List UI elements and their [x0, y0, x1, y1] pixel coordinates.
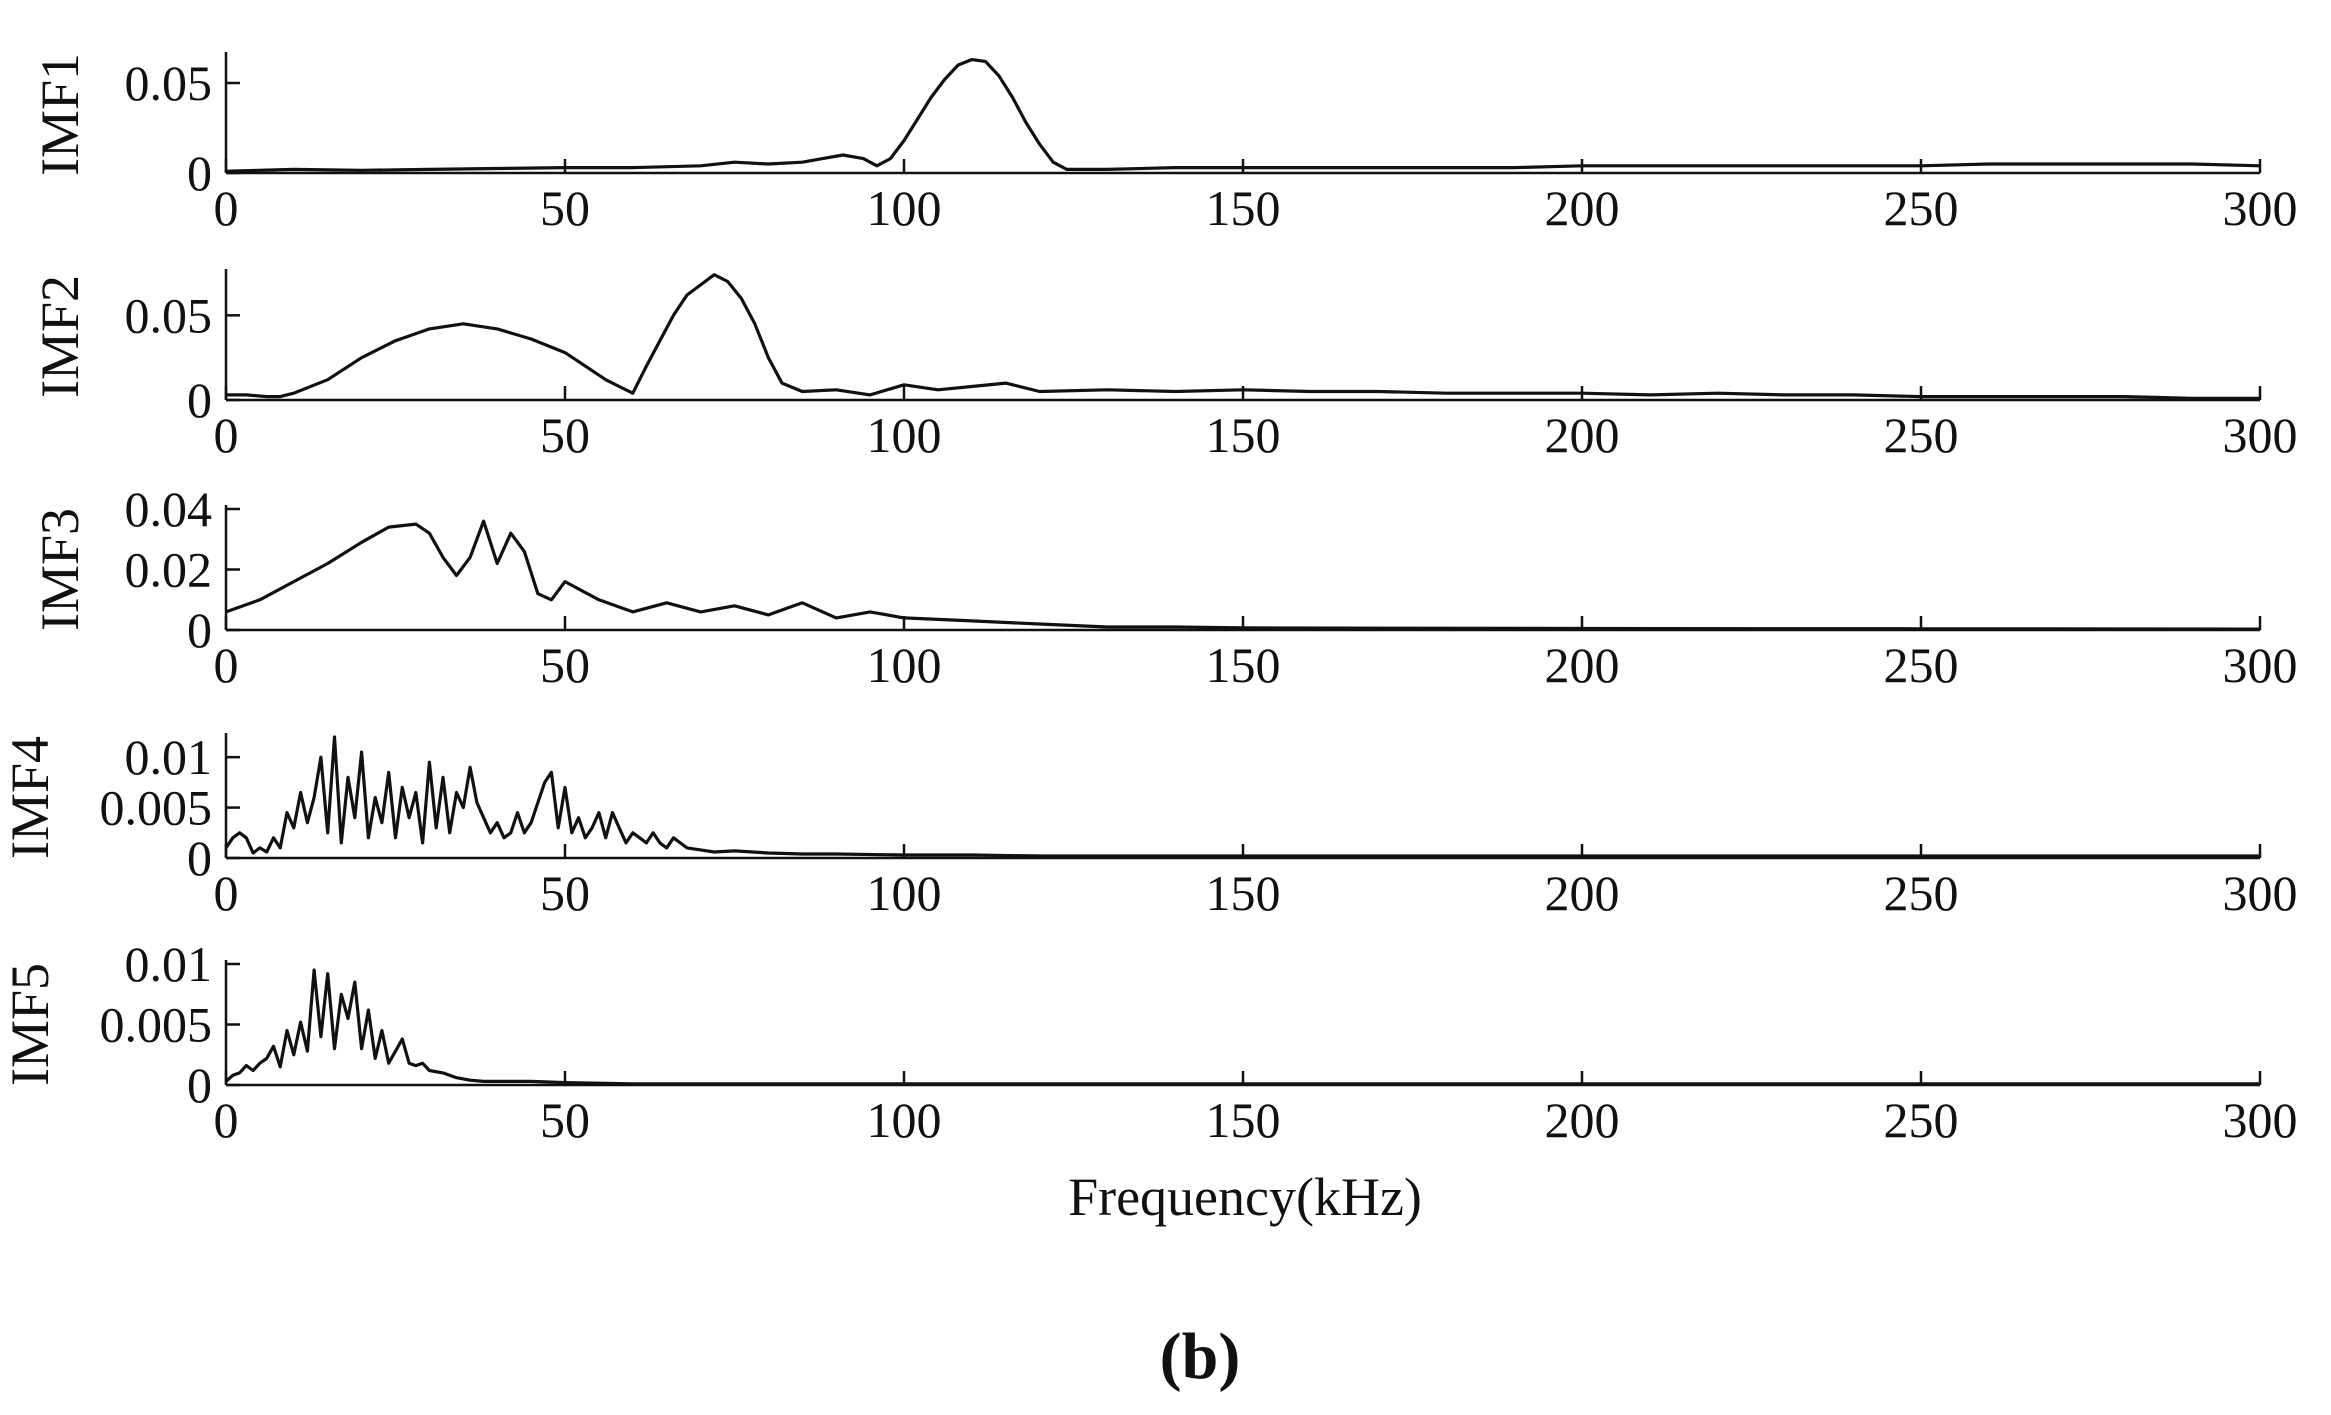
- x-tick-label: 50: [540, 1092, 590, 1148]
- x-tick-label: 250: [1884, 865, 1959, 921]
- imf-panel-2: 0 50 100 150 200 250 300 0 0.05 IMF2: [30, 269, 2298, 463]
- spectrum-line: [226, 273, 2260, 400]
- y-tick-label: 0: [187, 830, 212, 886]
- y-tick-label: 0: [187, 1057, 212, 1113]
- x-tick-label: 300: [2223, 637, 2298, 693]
- x-tick-label: 300: [2223, 180, 2298, 236]
- imf-panel-3: 0 50 100 150 200 250 300 00.020.04 IMF3: [30, 481, 2298, 693]
- y-tick-label: 0.005: [100, 997, 213, 1053]
- x-tick-label: 0: [214, 637, 239, 693]
- x-tick-label: 50: [540, 407, 590, 463]
- x-tick-label: 100: [867, 407, 942, 463]
- x-tick-label: 0: [214, 407, 239, 463]
- y-tick-label: 0: [187, 602, 212, 658]
- x-tick-label: 100: [867, 637, 942, 693]
- figure-panel-label: (b): [1160, 1320, 1241, 1393]
- spectrum-line: [225, 57, 2261, 173]
- x-tick-label: 150: [1206, 1092, 1281, 1148]
- x-tick-label: 100: [867, 865, 942, 921]
- spectrum-line: [224, 968, 2260, 1086]
- x-tick-label: 300: [2223, 1092, 2298, 1148]
- y-tick-label: 0.005: [100, 780, 213, 836]
- x-tick-label: 150: [1206, 865, 1281, 921]
- x-tick-label: 250: [1884, 1092, 1959, 1148]
- y-tick-label: 0: [187, 145, 212, 201]
- x-tick-label: 200: [1545, 1092, 1620, 1148]
- x-tick-label: 250: [1884, 407, 1959, 463]
- y-axis-title: IMF4: [0, 736, 60, 859]
- x-tick-label: 50: [540, 865, 590, 921]
- y-tick-label: 0: [187, 372, 212, 428]
- x-axis-title: Frequency(kHz): [1068, 1167, 1422, 1227]
- x-tick-label: 250: [1884, 180, 1959, 236]
- y-tick-label: 0.05: [125, 287, 213, 343]
- x-tick-label: 0: [214, 180, 239, 236]
- y-axis-title: IMF5: [0, 963, 60, 1086]
- x-tick-label: 100: [867, 180, 942, 236]
- x-tick-label: 200: [1545, 407, 1620, 463]
- y-tick-label: 0.04: [125, 481, 213, 537]
- y-tick-label: 0.05: [125, 55, 213, 111]
- x-tick-label: 50: [540, 180, 590, 236]
- x-tick-label: 0: [214, 865, 239, 921]
- x-tick-label: 100: [867, 1092, 942, 1148]
- spectrum-line: [225, 519, 2261, 631]
- y-tick-label: 0.01: [125, 729, 213, 785]
- y-axis-title: IMF2: [30, 275, 90, 398]
- x-tick-label: 300: [2223, 865, 2298, 921]
- y-tick-label: 0.02: [125, 542, 213, 598]
- imf-panel-1: 0 50 100 150 200 250 300 0 0.05 IMF1: [30, 52, 2298, 236]
- y-axis-title: IMF3: [30, 508, 90, 631]
- x-tick-label: 150: [1206, 637, 1281, 693]
- x-tick-label: 150: [1206, 407, 1281, 463]
- x-tick-label: 200: [1545, 180, 1620, 236]
- x-tick-label: 0: [214, 1092, 239, 1148]
- x-tick-label: 300: [2223, 407, 2298, 463]
- x-tick-label: 200: [1545, 637, 1620, 693]
- x-tick-label: 200: [1545, 865, 1620, 921]
- y-axis-title: IMF1: [30, 53, 90, 176]
- x-tick-label: 250: [1884, 637, 1959, 693]
- spectrum-line: [224, 735, 2260, 858]
- x-tick-label: 150: [1206, 180, 1281, 236]
- y-tick-label: 0.01: [125, 936, 213, 992]
- x-tick-label: 50: [540, 637, 590, 693]
